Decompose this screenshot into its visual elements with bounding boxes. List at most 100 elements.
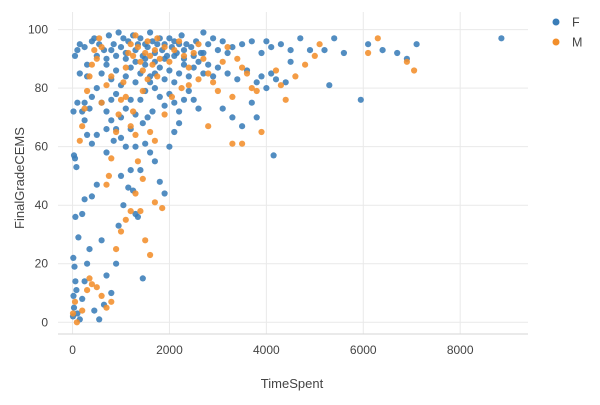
- point-m: [130, 52, 137, 60]
- point-m: [115, 111, 122, 118]
- point-m: [86, 73, 93, 80]
- point-m: [113, 246, 120, 253]
- point-f: [93, 181, 100, 188]
- point-f: [71, 52, 79, 60]
- point-f: [357, 96, 364, 103]
- point-f: [72, 278, 79, 285]
- point-f: [171, 38, 178, 45]
- point-f: [132, 210, 139, 218]
- point-m: [73, 319, 80, 326]
- point-m: [122, 64, 129, 71]
- point-m: [168, 93, 175, 100]
- point-m: [154, 35, 161, 42]
- point-f: [120, 202, 127, 209]
- point-m: [108, 155, 115, 162]
- point-m: [117, 96, 125, 103]
- point-m: [205, 123, 212, 130]
- point-f: [171, 99, 178, 106]
- point-m: [147, 52, 154, 60]
- point-m: [178, 85, 185, 92]
- point-f: [176, 120, 183, 127]
- point-f: [137, 96, 144, 103]
- point-f: [137, 167, 144, 174]
- point-m: [210, 79, 217, 86]
- point-f: [282, 79, 289, 86]
- point-m: [214, 87, 221, 95]
- y-tick-label: 60: [35, 140, 49, 154]
- point-f: [214, 47, 221, 54]
- point-m: [258, 128, 265, 136]
- point-f: [103, 126, 110, 133]
- point-m: [159, 205, 166, 212]
- point-f: [161, 55, 168, 62]
- point-f: [183, 41, 190, 48]
- point-m: [81, 105, 88, 112]
- y-tick-label: 80: [35, 81, 49, 95]
- point-f: [81, 196, 88, 203]
- point-m: [120, 79, 127, 86]
- point-f: [122, 55, 129, 62]
- point-m: [93, 284, 100, 291]
- legend: FM: [552, 16, 582, 50]
- point-f: [161, 190, 168, 197]
- point-f: [156, 93, 163, 100]
- point-f: [147, 29, 154, 36]
- point-m: [403, 58, 410, 65]
- point-f: [149, 108, 156, 115]
- point-f: [127, 96, 134, 103]
- point-f: [93, 131, 100, 138]
- point-m: [374, 35, 381, 42]
- point-m: [282, 96, 289, 103]
- point-f: [81, 99, 88, 106]
- point-f: [200, 70, 207, 77]
- point-m: [253, 87, 260, 95]
- point-f: [113, 90, 120, 98]
- point-m: [127, 41, 134, 48]
- point-m: [149, 61, 156, 68]
- point-f: [115, 29, 122, 36]
- point-f: [394, 49, 401, 57]
- point-m: [142, 49, 149, 57]
- point-m: [134, 158, 141, 165]
- point-m: [88, 61, 95, 68]
- point-f: [74, 99, 81, 106]
- data-points: [69, 29, 505, 326]
- point-f: [122, 105, 129, 112]
- point-f: [117, 172, 125, 179]
- point-m: [79, 123, 86, 130]
- point-f: [122, 73, 129, 80]
- axes: 0 2000 4000 6000 8000 0 20 40 60 80 100: [28, 23, 528, 357]
- point-f: [270, 152, 277, 159]
- point-f: [224, 70, 231, 77]
- point-f: [171, 52, 178, 60]
- point-f: [98, 237, 105, 244]
- point-f: [258, 73, 265, 80]
- point-m: [79, 307, 86, 314]
- point-f: [297, 35, 304, 42]
- point-m: [139, 87, 146, 95]
- x-tick-label: 6000: [350, 343, 377, 357]
- point-f: [229, 44, 236, 51]
- point-f: [70, 292, 77, 299]
- point-f: [185, 73, 192, 80]
- point-f: [84, 61, 91, 68]
- point-m: [108, 73, 115, 80]
- point-f: [144, 114, 151, 121]
- point-m: [195, 76, 202, 83]
- point-m: [248, 85, 255, 92]
- point-f: [176, 108, 183, 115]
- point-m: [117, 228, 125, 235]
- point-f: [125, 184, 132, 191]
- point-m: [103, 304, 110, 311]
- axis-labels: TimeSpent FinalGradeCEMS: [12, 127, 324, 391]
- point-f: [117, 134, 125, 141]
- point-m: [98, 292, 105, 299]
- point-f: [103, 55, 110, 62]
- point-m: [98, 44, 105, 51]
- point-f: [132, 58, 139, 65]
- point-f: [287, 58, 294, 65]
- point-m: [103, 181, 110, 188]
- point-f: [234, 76, 241, 83]
- legend-label-m: M: [572, 36, 582, 50]
